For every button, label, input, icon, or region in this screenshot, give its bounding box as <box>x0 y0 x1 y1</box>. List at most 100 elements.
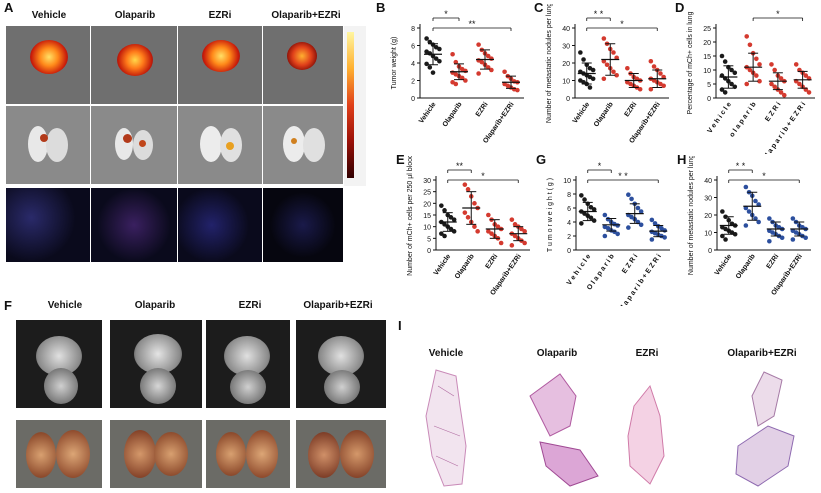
data-point <box>757 78 762 84</box>
data-point <box>747 42 753 48</box>
data-point <box>661 74 666 80</box>
y-tick-label: 25 <box>423 190 431 197</box>
data-point <box>746 209 752 214</box>
data-point <box>462 210 468 215</box>
data-point <box>637 86 643 92</box>
data-point <box>437 46 442 52</box>
data-point <box>448 226 454 232</box>
sig-label: * <box>620 19 624 29</box>
data-point <box>581 57 586 62</box>
y-tick-label: 15 <box>703 54 711 61</box>
data-point <box>778 90 784 95</box>
data-point <box>790 237 796 242</box>
data-point <box>754 56 759 62</box>
data-point <box>729 67 734 73</box>
data-point <box>743 205 749 211</box>
col-label-combo-a: Olaparib+EZRi <box>271 10 341 21</box>
data-point <box>433 56 439 61</box>
data-point <box>579 221 584 226</box>
data-point <box>732 70 738 76</box>
y-axis-label: Tumor weight (g) <box>391 37 398 90</box>
data-point <box>442 222 447 227</box>
data-point <box>451 229 457 234</box>
col-label-olaparib-a: Olaparib <box>114 10 156 21</box>
lung-olaparib-image <box>91 106 177 184</box>
panel-letter-d: D <box>675 0 685 15</box>
data-point <box>719 53 725 59</box>
data-point <box>476 42 481 47</box>
y-axis-label: Number of metastatic nodules per lung <box>546 4 553 123</box>
y-tick-label: 2 <box>567 234 571 241</box>
data-point <box>779 235 785 241</box>
col-label-ezri-i: EZRi <box>635 348 659 359</box>
fluor-vehicle-image <box>6 188 90 262</box>
data-point <box>778 76 784 81</box>
data-point <box>587 85 593 90</box>
category-label: O l a p a r i b + E Z R i <box>616 253 663 306</box>
data-point <box>465 215 471 220</box>
data-point <box>803 73 809 78</box>
panel-letter-h: H <box>677 152 687 167</box>
data-point <box>486 229 491 234</box>
y-tick-label: 30 <box>562 44 570 51</box>
y-tick-label: 2 <box>411 79 415 86</box>
data-point <box>590 67 596 73</box>
data-point <box>442 233 447 239</box>
data-point <box>651 64 657 69</box>
data-point <box>430 70 436 75</box>
data-point <box>472 224 477 229</box>
data-point <box>442 208 447 213</box>
data-point <box>489 67 494 73</box>
y-tick-label: 30 <box>423 178 431 185</box>
data-point <box>722 90 728 95</box>
histology-ezri <box>627 384 665 485</box>
sig-label: * * <box>594 9 604 19</box>
category-label: Vehicle <box>572 101 592 125</box>
chart-c-metastatic-nodules: 0 10 20 30 40 Number of metastatic nodules pe… <box>546 4 669 145</box>
data-point <box>806 90 812 95</box>
data-point <box>754 73 759 78</box>
y-tick-label: 6 <box>567 206 571 213</box>
xray-combo-image <box>296 320 386 408</box>
data-point <box>519 226 524 232</box>
y-tick-label: 0 <box>707 96 711 103</box>
data-point <box>638 222 644 228</box>
data-point <box>591 207 597 212</box>
data-point <box>472 201 477 206</box>
data-point <box>661 83 666 89</box>
data-point <box>512 222 518 227</box>
data-point <box>465 187 471 192</box>
data-point <box>753 198 758 204</box>
data-point <box>652 221 658 226</box>
lung-photo-vehicle <box>16 420 102 488</box>
data-point <box>615 231 620 237</box>
y-tick-label: 10 <box>423 225 431 232</box>
y-tick-label: 6 <box>411 44 415 51</box>
sig-label: ** <box>468 19 476 29</box>
data-point <box>448 215 454 220</box>
data-point <box>753 216 758 221</box>
col-label-combo-i: Olaparib+EZRi <box>727 348 797 359</box>
data-point <box>451 217 457 222</box>
col-label-vehicle-i: Vehicle <box>428 348 464 359</box>
chart-d-mch-percentage: 0 5 10 15 20 25 Percentage of mCh+ cells in lu… <box>687 9 815 154</box>
data-point <box>719 87 725 92</box>
data-point <box>424 61 429 67</box>
y-tick-label: 10 <box>563 178 571 185</box>
data-point <box>756 219 761 225</box>
data-point <box>747 67 753 73</box>
y-tick-label: 0 <box>566 96 570 103</box>
data-point <box>439 203 444 208</box>
data-point <box>604 62 610 68</box>
category-label: EZRi <box>624 101 639 118</box>
data-point <box>720 233 725 239</box>
data-point <box>769 62 774 67</box>
y-axis-label: T u m o r w e i g h t ( g ) <box>547 178 554 252</box>
data-point <box>588 215 594 221</box>
data-point <box>625 65 630 71</box>
data-point <box>649 237 655 242</box>
category-label: o l a p a r i b + E Z R i <box>761 101 807 154</box>
histology-olaparib <box>529 373 599 487</box>
y-tick-label: 30 <box>704 196 712 203</box>
lung-photo-olaparib <box>110 420 202 488</box>
